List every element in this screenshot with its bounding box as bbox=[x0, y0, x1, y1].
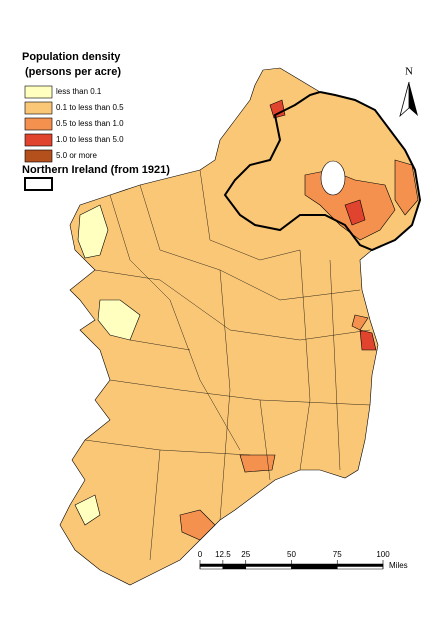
mid-density-dublin bbox=[351, 314, 369, 331]
legend-swatch bbox=[24, 101, 53, 115]
scale-segment bbox=[245, 563, 292, 567]
scale-segment bbox=[337, 566, 384, 570]
mid-density-down bbox=[394, 159, 419, 216]
legend-label: 5.0 or more bbox=[56, 151, 97, 160]
scale-label: 12.5 bbox=[215, 550, 231, 559]
scale-label: 100 bbox=[376, 550, 390, 559]
boundary-label: Northern Ireland (from 1921) bbox=[22, 164, 170, 176]
lough-neagh bbox=[320, 160, 346, 196]
legend: Population density (persons per acre) No… bbox=[22, 51, 170, 191]
scale-label: 0 bbox=[198, 550, 203, 559]
ireland-map bbox=[59, 67, 422, 586]
mid-density-waterford bbox=[239, 454, 276, 473]
legend-title: Population density bbox=[22, 51, 121, 63]
north-arrow: N bbox=[399, 66, 418, 118]
scale-unit: Miles bbox=[389, 561, 408, 570]
legend-subtitle: (persons per acre) bbox=[25, 66, 121, 78]
scale-segment bbox=[337, 563, 384, 567]
north-label: N bbox=[405, 66, 413, 78]
arrow-right bbox=[409, 82, 418, 116]
scale-label: 25 bbox=[241, 550, 250, 559]
legend-swatch bbox=[24, 149, 53, 163]
arrow-left bbox=[399, 81, 410, 118]
low-density-kerry bbox=[74, 494, 101, 526]
scale-bar: 0 12.5 25 50 75 100 Miles bbox=[198, 550, 408, 570]
district-lines bbox=[84, 169, 371, 561]
legend-swatch bbox=[24, 85, 53, 99]
scale-segment bbox=[199, 566, 224, 570]
scale-segment bbox=[222, 563, 246, 567]
legend-label: 1.0 to less than 5.0 bbox=[56, 135, 124, 144]
scale-segment bbox=[199, 563, 224, 567]
scale-segment bbox=[245, 566, 292, 570]
mid-density-cork bbox=[179, 509, 216, 541]
scale-segment bbox=[291, 566, 338, 570]
legend-label: 0.5 to less than 1.0 bbox=[56, 119, 124, 128]
scale-label: 50 bbox=[287, 550, 296, 559]
scale-segment bbox=[222, 566, 246, 570]
high-density-belfast bbox=[344, 199, 366, 226]
legend-swatch bbox=[24, 117, 53, 131]
high-density-derry bbox=[269, 99, 286, 119]
legend-label: less than 0.1 bbox=[56, 87, 102, 96]
northern-ireland-border bbox=[223, 91, 422, 252]
legend-swatch bbox=[24, 133, 53, 147]
high-density-dublin bbox=[359, 329, 377, 351]
boundary-swatch bbox=[24, 177, 53, 191]
low-density-west bbox=[77, 204, 109, 259]
scale-segment bbox=[291, 563, 338, 567]
legend-label: 0.1 to less than 0.5 bbox=[56, 103, 124, 112]
scale-label: 75 bbox=[333, 550, 342, 559]
